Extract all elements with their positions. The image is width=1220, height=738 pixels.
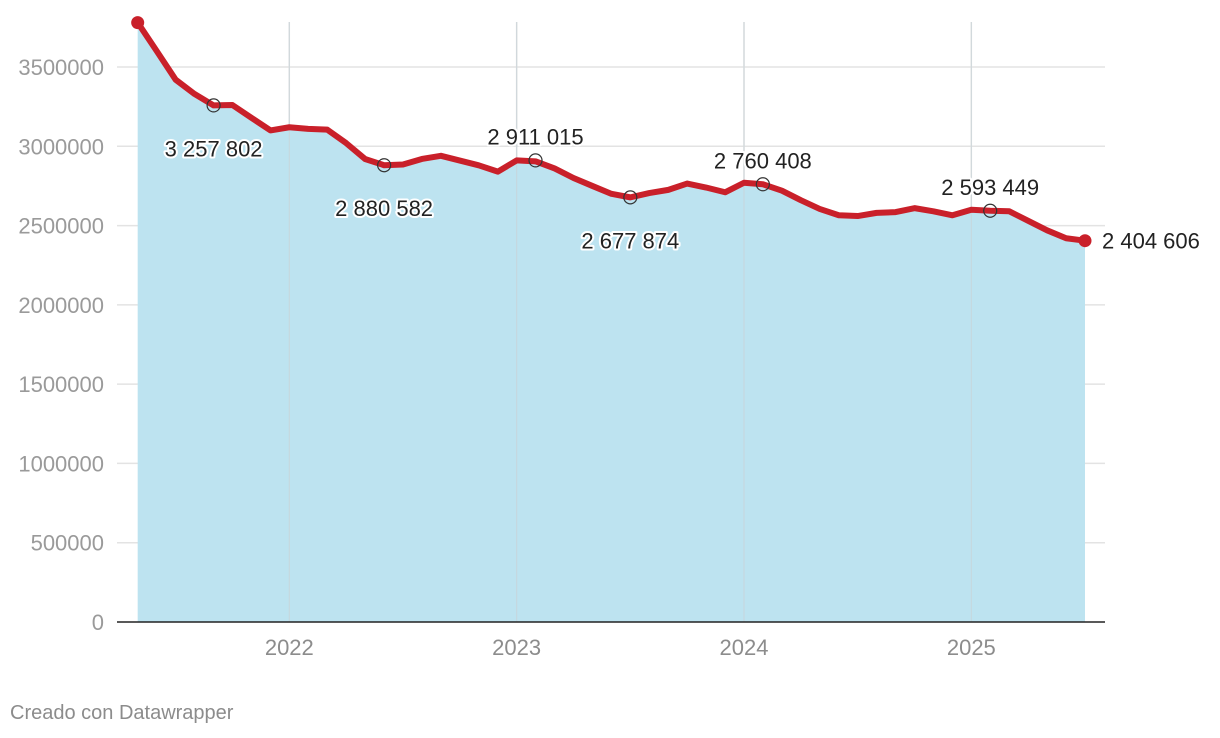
y-tick-label: 2000000: [18, 293, 104, 318]
data-label: 2 404 606: [1102, 229, 1200, 254]
credit-text: Creado con Datawrapper: [10, 702, 234, 724]
x-tick-label: 2024: [720, 635, 769, 660]
data-label: 3 257 802: [165, 136, 263, 161]
annotation-marker: [377, 158, 392, 173]
axes: 0 500000 1000000 1500000 2000000 2500000 30000…: [18, 55, 1105, 660]
data-label: 2 760 408: [714, 148, 812, 173]
y-tick-label: 0: [92, 610, 104, 635]
data-label: 2 911 015: [487, 124, 583, 149]
y-tick-label: 2500000: [18, 214, 104, 239]
vertical-gridlines: [288, 22, 972, 622]
area-shape: [137, 22, 1085, 623]
x-tick-label: 2022: [265, 635, 314, 660]
data-label: 2 677 874: [581, 228, 679, 253]
annotation-marker: [623, 190, 638, 205]
area-fill: [137, 22, 1085, 623]
y-tick-label: 1500000: [18, 372, 104, 397]
series-line: [134, 19, 1088, 244]
annotations: 3 257 802 2 880 582 2 911 015 2 677 874 2 76…: [163, 122, 1200, 255]
x-tick-label: 2025: [947, 635, 996, 660]
end-marker: [1078, 234, 1092, 248]
start-marker: [131, 16, 145, 30]
data-label: 2 880 582: [335, 196, 433, 221]
y-tick-label: 1000000: [18, 451, 104, 476]
annotation-marker: [528, 153, 543, 168]
annotation-marker: [755, 177, 770, 192]
series-line-path: [134, 19, 1088, 244]
y-tick-label: 3000000: [18, 134, 104, 159]
annotation-marker: [983, 203, 998, 218]
y-tick-label: 3500000: [18, 55, 104, 80]
annotation-marker: [206, 98, 221, 113]
y-tick-label: 500000: [31, 531, 104, 556]
x-tick-label: 2023: [492, 635, 541, 660]
markers: [131, 16, 1092, 248]
data-label: 2 593 449: [941, 175, 1039, 200]
